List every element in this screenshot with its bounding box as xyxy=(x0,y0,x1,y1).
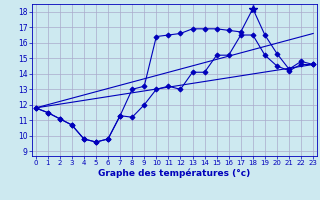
X-axis label: Graphe des températures (°c): Graphe des températures (°c) xyxy=(98,169,251,178)
